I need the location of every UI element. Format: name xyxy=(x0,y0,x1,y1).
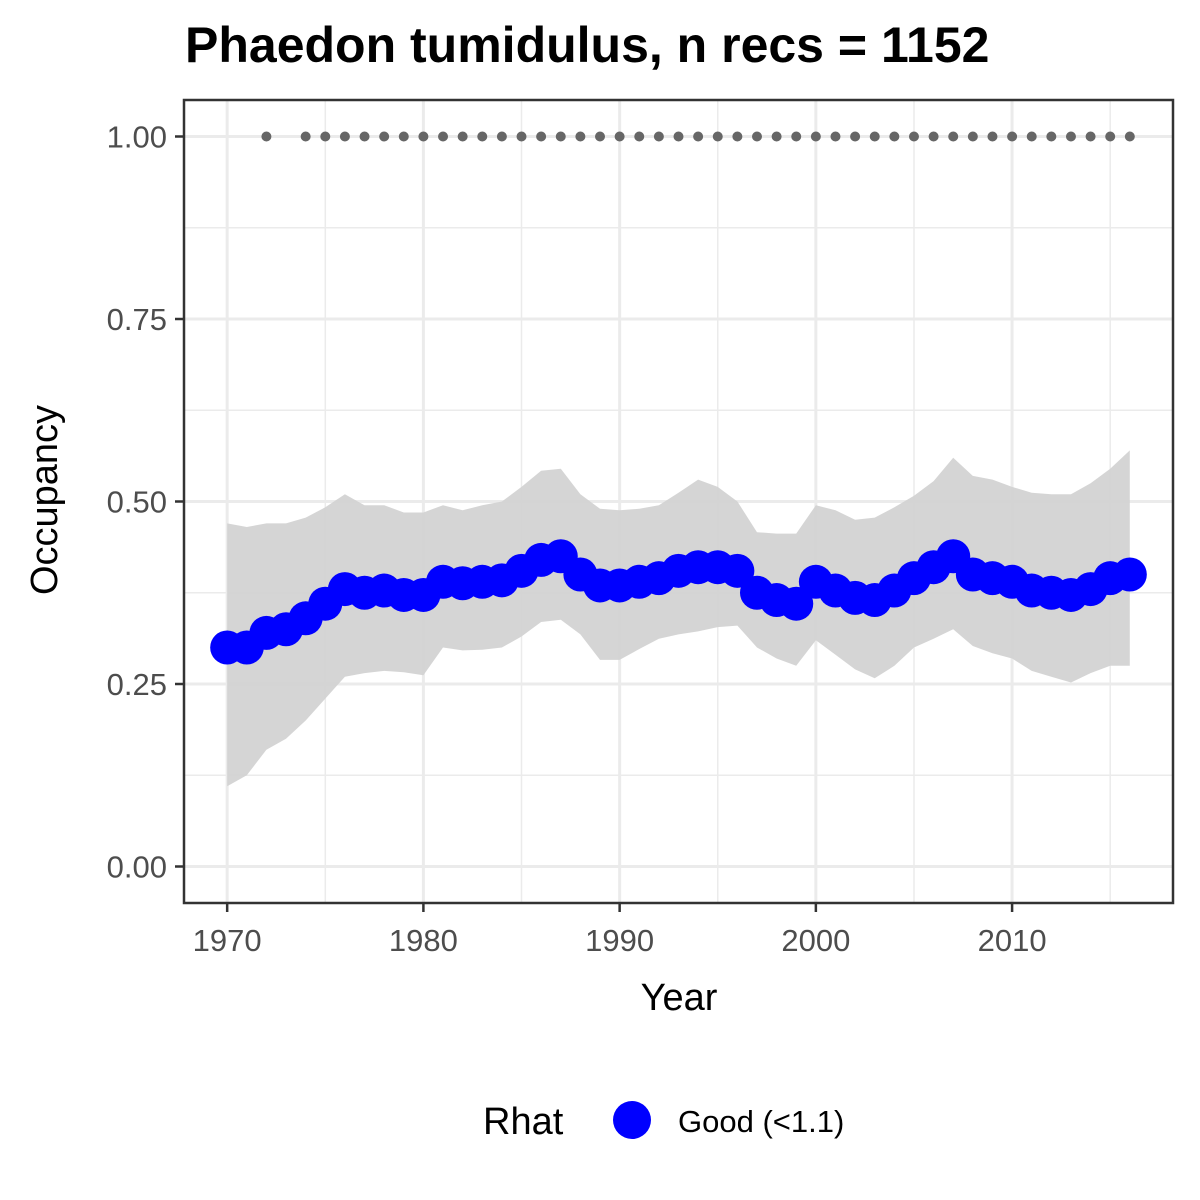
legend: Rhat Good (<1.1) xyxy=(483,1101,844,1143)
record-year-point xyxy=(771,131,782,142)
record-year-point xyxy=(575,131,586,142)
record-year-point xyxy=(850,131,861,142)
x-tick-label: 1980 xyxy=(389,923,458,958)
record-year-point xyxy=(1105,131,1116,142)
record-year-point xyxy=(339,131,350,142)
record-year-point xyxy=(751,131,762,142)
record-year-point xyxy=(438,131,449,142)
record-year-point xyxy=(693,131,704,142)
record-year-point xyxy=(300,131,311,142)
record-year-point xyxy=(889,131,900,142)
record-year-point xyxy=(830,131,841,142)
record-year-point xyxy=(908,131,919,142)
record-year-point xyxy=(1026,131,1037,142)
y-tick-label: 1.00 xyxy=(107,120,167,155)
record-year-point xyxy=(948,131,959,142)
legend-key-good-marker xyxy=(613,1101,651,1139)
record-year-point xyxy=(928,131,939,142)
record-year-point xyxy=(1085,131,1096,142)
record-year-point xyxy=(653,131,664,142)
record-year-point xyxy=(1124,131,1135,142)
occupancy-point xyxy=(1112,557,1147,592)
record-year-point xyxy=(261,131,272,142)
record-year-point xyxy=(1007,131,1018,142)
record-year-point xyxy=(457,131,468,142)
y-tick-label: 0.50 xyxy=(107,485,167,520)
record-year-point xyxy=(967,131,978,142)
occupancy-point xyxy=(720,553,755,588)
record-year-point xyxy=(477,131,488,142)
record-year-point xyxy=(810,131,821,142)
y-tick-label: 0.75 xyxy=(107,302,167,337)
record-year-point xyxy=(712,131,723,142)
record-year-point xyxy=(987,131,998,142)
record-year-point xyxy=(614,131,625,142)
record-year-point xyxy=(869,131,880,142)
record-year-point xyxy=(595,131,606,142)
x-tick-label: 2010 xyxy=(978,923,1047,958)
record-year-point xyxy=(732,131,743,142)
record-year-point xyxy=(379,131,390,142)
x-tick-label: 2000 xyxy=(781,923,850,958)
y-tick-label: 0.00 xyxy=(107,850,167,885)
record-year-point xyxy=(1065,131,1076,142)
occupancy-point xyxy=(779,586,814,621)
record-year-point xyxy=(418,131,429,142)
record-year-point xyxy=(1046,131,1057,142)
record-year-point xyxy=(791,131,802,142)
record-year-point xyxy=(359,131,370,142)
x-axis-title: Year xyxy=(641,977,718,1019)
y-tick-label: 0.25 xyxy=(107,667,167,702)
record-year-point xyxy=(398,131,409,142)
x-tick-label: 1990 xyxy=(585,923,654,958)
record-year-point xyxy=(555,131,566,142)
y-axis-title: Occupancy xyxy=(24,405,66,595)
confidence-ribbon xyxy=(227,450,1130,787)
record-year-point xyxy=(536,131,547,142)
x-tick-label: 1970 xyxy=(193,923,262,958)
record-year-point xyxy=(516,131,527,142)
record-year-point xyxy=(673,131,684,142)
chart-title: Phaedon tumidulus, n recs = 1152 xyxy=(185,17,989,73)
plot-layer: 0.00 0.25 0.50 0.75 1.00 1970 1980 1990 2000 2010 xyxy=(107,98,1175,958)
legend-label-good: Good (<1.1) xyxy=(678,1104,844,1139)
legend-title: Rhat xyxy=(483,1101,564,1143)
record-year-point xyxy=(496,131,507,142)
record-year-point xyxy=(634,131,645,142)
record-year-point xyxy=(320,131,331,142)
